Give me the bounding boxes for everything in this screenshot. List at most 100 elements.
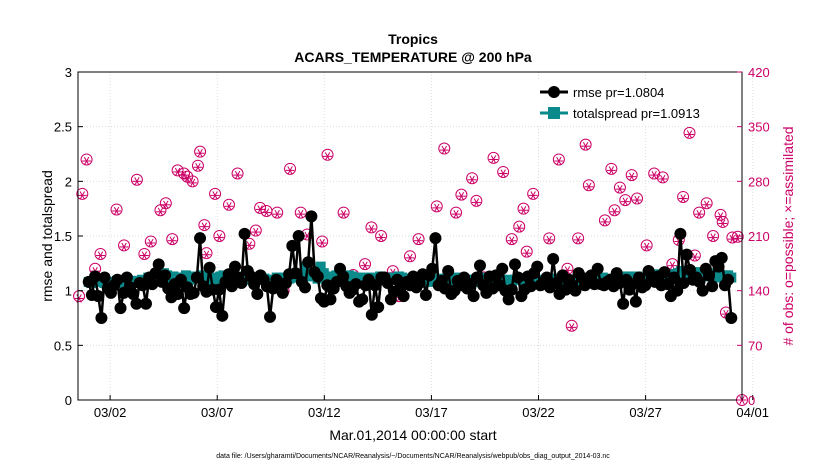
rmse-point — [569, 284, 582, 297]
obs-possible-point — [505, 233, 518, 246]
obs-assimilated-point — [95, 251, 105, 260]
y2-tick-label: 140 — [748, 284, 770, 299]
legend-spread-marker — [548, 107, 560, 119]
obs-assimilated-point — [255, 205, 265, 214]
obs-possible-point — [118, 239, 131, 252]
obs-assimilated-point — [456, 192, 466, 201]
obs-possible-point — [487, 151, 500, 164]
rmse-point — [178, 302, 191, 315]
obs-possible-point — [648, 167, 661, 180]
rmse-point — [524, 280, 537, 293]
rmse-point — [426, 262, 439, 275]
rmse-point — [467, 290, 480, 303]
rmse-point — [286, 239, 299, 252]
rmse-point — [159, 269, 172, 282]
obs-assimilated-point — [272, 209, 282, 219]
y2-tick-label: 0 — [748, 393, 755, 408]
rmse-point — [629, 295, 642, 308]
rmse-point — [639, 279, 652, 292]
rmse-point — [139, 297, 152, 310]
y-axis-label: rmse and totalspread — [39, 170, 55, 302]
obs-assimilated-point — [188, 178, 198, 188]
obs-possible-point — [497, 165, 510, 178]
rmse-point — [203, 261, 216, 274]
obs-assimilated-point — [195, 149, 205, 158]
x-tick-label: 03/17 — [415, 405, 448, 420]
rmse-point — [248, 278, 261, 291]
obs-possible-point — [337, 206, 350, 219]
rmse-point — [547, 252, 560, 265]
obs-assimilated-point — [414, 236, 424, 245]
rmse-point — [674, 227, 687, 240]
x-tick-label: 03/12 — [308, 405, 341, 420]
y-tick-label: 3 — [65, 65, 72, 80]
legend-spread-label: totalspread pr=1.0913 — [573, 106, 700, 121]
totalspread-point — [315, 261, 326, 272]
rmse-point — [152, 258, 165, 271]
rmse-point — [610, 267, 623, 280]
obs-assimilated-point — [439, 145, 449, 155]
obs-possible-point — [144, 235, 157, 248]
obs-assimilated-point — [360, 261, 370, 270]
legend-rmse-label: rmse pr=1.0804 — [573, 85, 664, 100]
obs-possible-point — [271, 206, 284, 219]
obs-possible-point — [438, 142, 451, 155]
obs-possible-point — [552, 153, 565, 166]
rmse-point — [292, 230, 305, 242]
obs-possible-point — [412, 233, 425, 246]
rmse-point — [505, 283, 518, 296]
rmse-point — [703, 269, 716, 282]
obs-possible-point — [359, 258, 372, 271]
obs-possible-point — [194, 145, 207, 158]
obs-possible-point — [138, 247, 151, 260]
obs-assimilated-point — [544, 235, 554, 245]
rmse-point — [337, 270, 350, 283]
obs-possible-point — [249, 224, 262, 237]
rmse-point — [251, 287, 264, 300]
obs-assimilated-point — [610, 207, 620, 216]
obs-assimilated-point — [554, 156, 564, 166]
rmse-point — [442, 264, 455, 277]
y-tick-label: 1 — [65, 284, 72, 299]
x-tick-label: 04/01 — [736, 405, 769, 420]
obs-assimilated-point — [620, 197, 630, 206]
x-tick-label: 03/02 — [94, 405, 127, 420]
obs-assimilated-point — [467, 175, 477, 184]
obs-assimilated-point — [139, 251, 149, 260]
chart-subtitle: ACARS_TEMPERATURE @ 200 hPa — [294, 49, 532, 65]
obs-possible-point — [707, 230, 720, 242]
obs-possible-point — [608, 204, 621, 217]
rmse-point — [381, 277, 394, 290]
obs-possible-point — [198, 219, 211, 232]
obs-possible-point — [605, 162, 618, 175]
obs-possible-point — [94, 247, 107, 260]
y-tick-label: 0.5 — [54, 338, 72, 353]
obs-possible-point — [375, 230, 388, 242]
rmse-point — [305, 210, 318, 223]
obs-possible-point — [656, 171, 669, 184]
y2-tick-label: 210 — [748, 229, 770, 244]
obs-possible-point — [231, 167, 244, 180]
plot-area — [78, 72, 742, 400]
obs-assimilated-point — [451, 209, 461, 219]
rmse-point — [658, 266, 671, 279]
rmse-point — [235, 277, 248, 290]
rmse-point — [722, 273, 735, 286]
rmse-point — [238, 227, 251, 240]
obs-possible-point — [430, 200, 443, 213]
rmse-point — [302, 256, 315, 269]
y2-axis-ticks: 0 70 140 210 280 350 420 — [737, 65, 770, 408]
legend-rmse-marker — [548, 86, 560, 98]
y-tick-label: 2 — [65, 174, 72, 189]
rmse-point — [171, 287, 184, 300]
obs-possible-point — [254, 201, 267, 214]
obs-possible-point — [80, 153, 93, 166]
rmse-point — [540, 271, 553, 284]
rmse-point — [276, 286, 289, 299]
rmse-point — [680, 248, 693, 261]
obs-assimilated-point — [708, 233, 718, 242]
x-axis-label: Mar.01,2014 00:00:00 start — [329, 427, 496, 443]
obs-assimilated-point — [649, 170, 659, 180]
rmse-point — [216, 309, 229, 322]
y2-tick-label: 70 — [748, 338, 762, 353]
